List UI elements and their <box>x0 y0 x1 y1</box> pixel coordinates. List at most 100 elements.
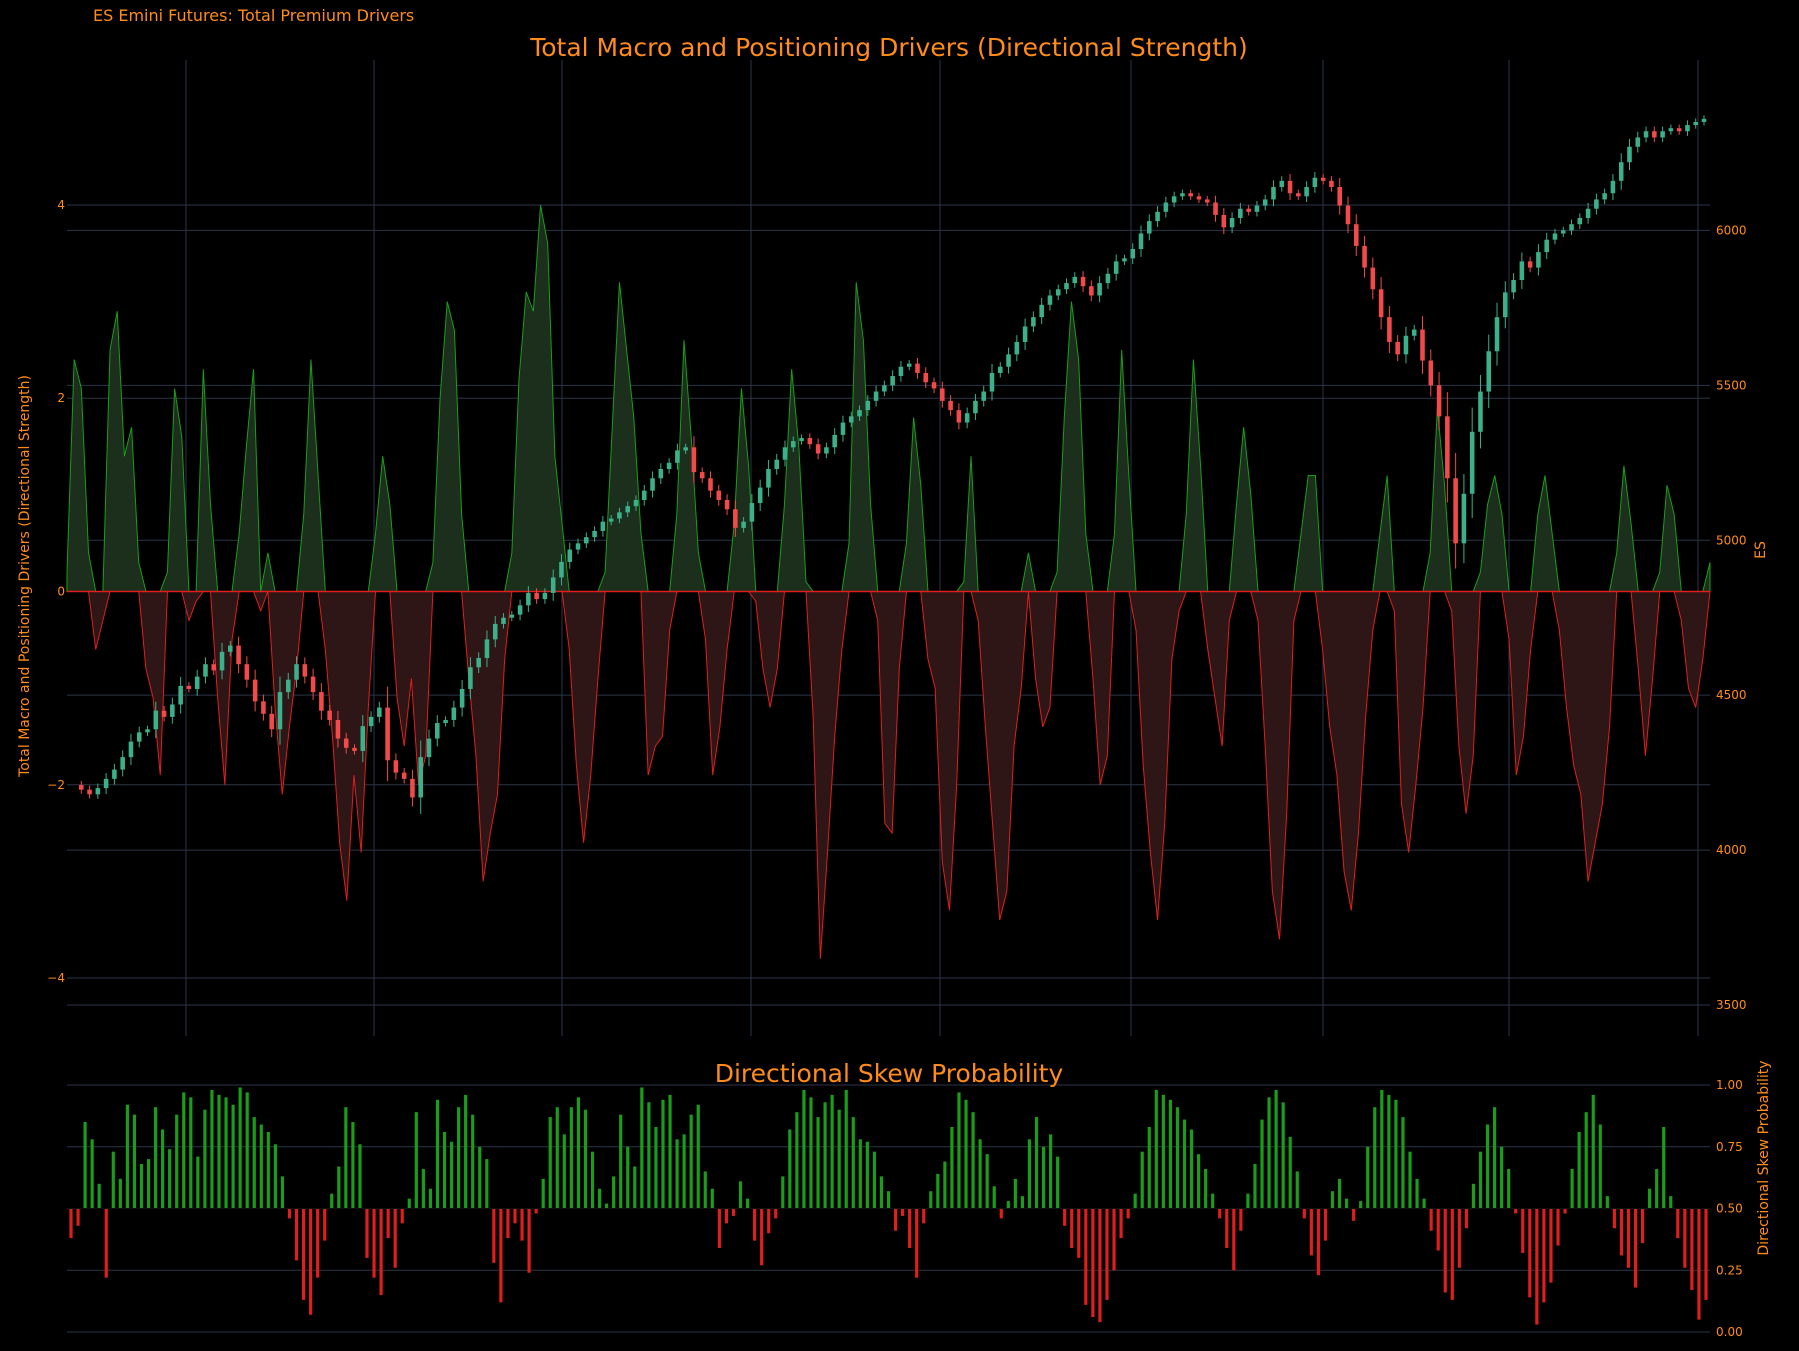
skew-bar-positive <box>1359 1201 1363 1209</box>
skew-bar-negative <box>1542 1208 1546 1303</box>
es-candle-up <box>1618 162 1624 181</box>
es-candle-up <box>840 422 846 435</box>
es-candle-up <box>1536 252 1541 268</box>
skew-bar-positive <box>682 1134 686 1209</box>
skew-bar-positive <box>132 1114 137 1209</box>
es-candle-up <box>1519 261 1525 280</box>
skew-bar-positive <box>210 1089 214 1209</box>
skew-bar-negative <box>379 1208 383 1295</box>
es-candle-down <box>236 645 241 665</box>
skew-bar-negative <box>1549 1208 1553 1283</box>
skew-bar-positive <box>111 1151 115 1209</box>
es-candle-up <box>1461 493 1467 544</box>
skew-bar-positive <box>879 1176 884 1209</box>
es-candle-down <box>733 509 738 528</box>
es-candle-down <box>393 760 399 773</box>
skew-bar-positive <box>548 1117 552 1209</box>
es-candle-layer <box>78 115 1707 814</box>
skew-bar-negative <box>774 1208 778 1219</box>
skew-bar-positive <box>125 1104 129 1209</box>
skew-bar-positive <box>1161 1094 1165 1209</box>
es-candle-down <box>807 438 813 445</box>
skew-bar-positive <box>1027 1139 1032 1209</box>
skew-bar-positive <box>1662 1126 1666 1209</box>
skew-bar-negative <box>309 1208 313 1315</box>
skew-bar-positive <box>865 1141 869 1209</box>
skew-bar-negative <box>1528 1208 1532 1298</box>
skew-bar-positive <box>971 1112 975 1209</box>
skew-bar-positive <box>1422 1198 1426 1209</box>
skew-bar-negative <box>893 1208 898 1231</box>
skew-bar-positive <box>597 1188 602 1209</box>
es-candle-up <box>1544 239 1549 253</box>
es-candle-up <box>1271 187 1276 200</box>
es-candle-down <box>1345 205 1351 225</box>
es-candle-up <box>666 462 672 469</box>
es-candle-up <box>1494 317 1500 352</box>
es-candle-down <box>252 679 258 702</box>
es-candle-up <box>219 651 225 671</box>
es-candle-up <box>1155 211 1160 222</box>
skew-bar-positive <box>1246 1193 1250 1209</box>
es-candle-up <box>799 438 804 442</box>
es-candle-up <box>476 657 481 668</box>
es-candle-up <box>782 447 788 460</box>
es-candle-down <box>708 478 713 491</box>
skew-bar-positive <box>464 1094 468 1209</box>
skew-bar-negative <box>520 1208 524 1241</box>
skew-bar-positive <box>1041 1146 1046 1209</box>
skew-y-axis-label: Directional Skew Probability <box>1756 1060 1772 1255</box>
es-candle-up <box>608 518 614 522</box>
skew-bar-positive <box>407 1198 411 1209</box>
es-candle-up <box>1693 121 1699 126</box>
skew-bar-positive <box>118 1178 122 1209</box>
es-candle-up <box>873 391 879 401</box>
skew-bar-positive <box>809 1097 813 1209</box>
skew-bar-negative <box>1429 1208 1433 1231</box>
skew-bar-positive <box>703 1171 707 1209</box>
es-candle-down <box>1188 193 1193 197</box>
skew-bar-positive <box>414 1112 418 1209</box>
es-candle-up <box>633 499 639 507</box>
skew-bar-negative <box>386 1208 390 1239</box>
skew-bar-positive <box>1485 1124 1490 1209</box>
skew-bar-positive <box>449 1141 454 1209</box>
skew-bar-negative <box>513 1208 517 1224</box>
skew-bar-positive <box>231 1104 235 1209</box>
skew-bar-positive <box>1500 1146 1504 1209</box>
left-y-tick-label: 0 <box>57 584 65 598</box>
skew-bar-positive <box>182 1092 186 1209</box>
skew-bar-negative <box>1225 1208 1229 1249</box>
skew-bar-positive <box>590 1151 595 1209</box>
skew-bar-positive <box>146 1159 151 1209</box>
skew-bar-positive <box>654 1126 658 1209</box>
es-candle-up <box>1701 118 1707 122</box>
es-candle-up <box>492 623 498 640</box>
es-candle-up <box>675 450 680 463</box>
es-candle-down <box>319 692 324 711</box>
es-candle-down <box>1362 245 1367 268</box>
skew-bar-positive <box>886 1191 891 1209</box>
right-y-tick-label: 3500 <box>1716 998 1747 1012</box>
es-candle-up <box>1469 431 1475 494</box>
es-candle-up <box>1113 261 1119 274</box>
skew-bar-positive <box>802 1089 806 1209</box>
right-y-tick-label: 4500 <box>1716 688 1747 702</box>
es-candle-up <box>451 707 457 720</box>
skew-bar-negative <box>1112 1208 1116 1271</box>
es-candle-up <box>153 710 159 730</box>
es-candle-up <box>1097 283 1102 296</box>
skew-bar-negative <box>287 1208 292 1219</box>
axis-text-layer: Total Macro and Positioning Drivers (Dir… <box>17 33 1772 1339</box>
es-candle-down <box>310 676 316 693</box>
skew-bar-negative <box>1239 1208 1243 1231</box>
es-candle-up <box>625 506 630 513</box>
es-candle-down <box>1420 329 1425 361</box>
skew-bar-layer <box>67 1087 1710 1325</box>
es-candle-up <box>592 530 597 538</box>
skew-bar-positive <box>619 1114 623 1209</box>
skew-bar-positive <box>259 1124 263 1209</box>
skew-bar-negative <box>1450 1208 1454 1300</box>
es-candle-up <box>1643 131 1649 138</box>
es-candle-up <box>145 729 150 733</box>
